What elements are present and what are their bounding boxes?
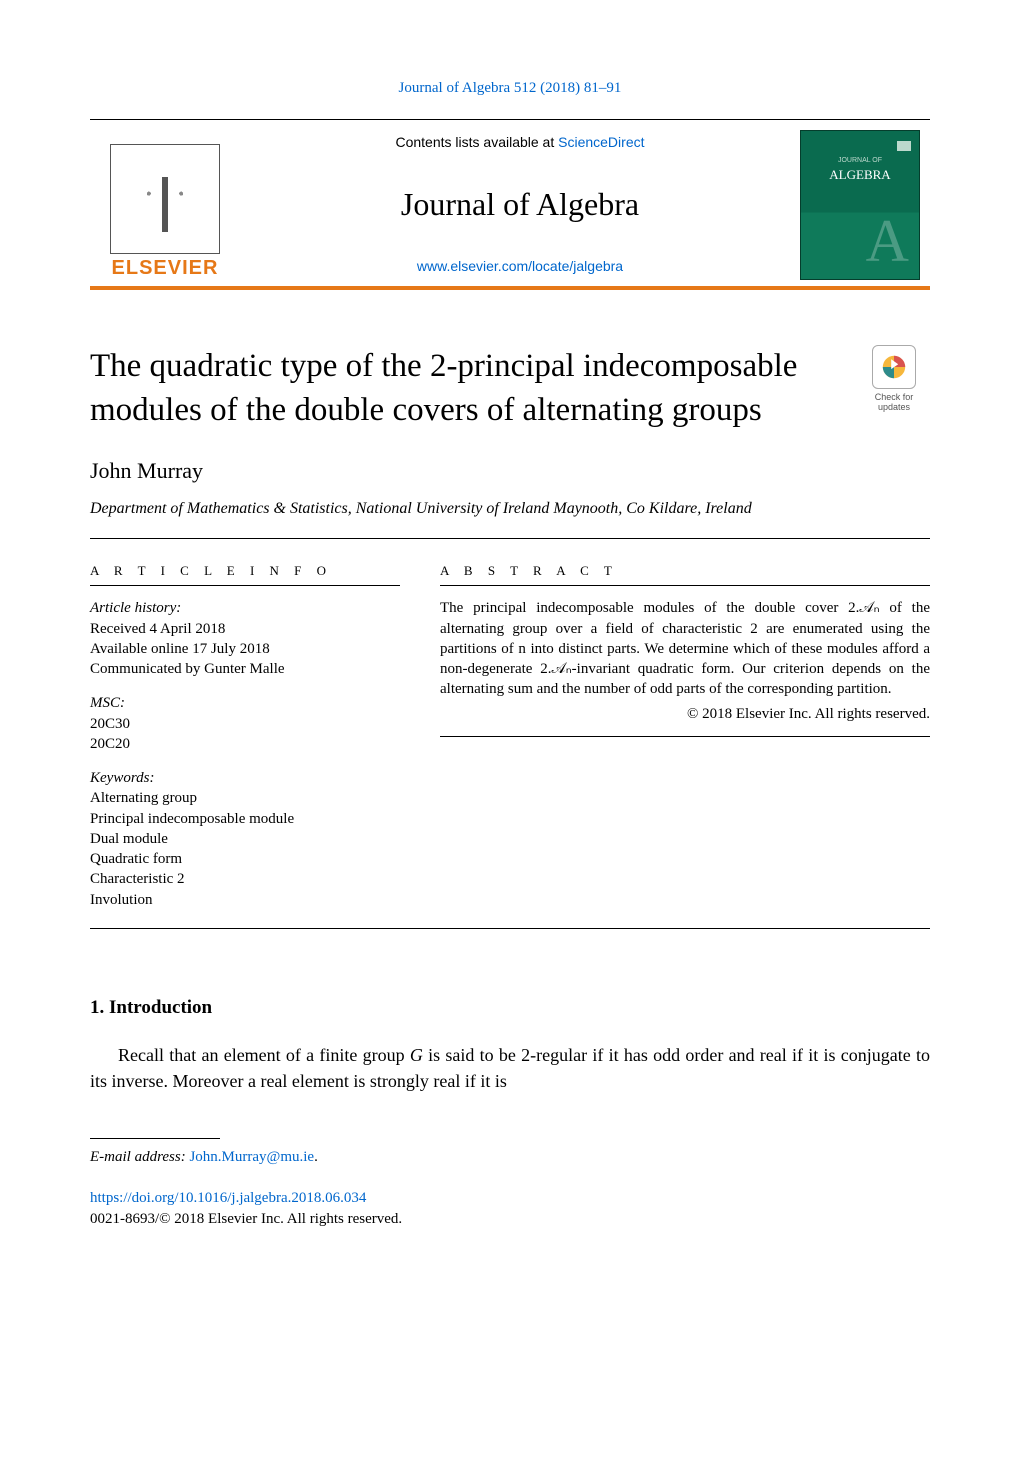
running-head-link[interactable]: Journal of Algebra 512 (2018) 81–91 — [399, 80, 622, 96]
author-affiliation: Department of Mathematics & Statistics, … — [90, 498, 930, 520]
keyword: Alternating group — [90, 788, 400, 808]
email-link[interactable]: John.Murray@mu.ie — [189, 1149, 314, 1165]
abstract-text: The principal indecomposable modules of … — [440, 598, 930, 699]
article-title: The quadratic type of the 2-principal in… — [90, 345, 858, 432]
locate-link[interactable]: www.elsevier.com/locate/jalgebra — [417, 258, 623, 274]
msc-code: 20C30 — [90, 714, 400, 734]
body-paragraph: Recall that an element of a finite group… — [90, 1043, 930, 1094]
doi-link[interactable]: https://doi.org/10.1016/j.jalgebra.2018.… — [90, 1190, 366, 1206]
msc-code: 20C20 — [90, 734, 400, 754]
contents-line: Contents lists available at ScienceDirec… — [250, 134, 790, 150]
email-footnote: E-mail address: John.Murray@mu.ie. — [90, 1149, 930, 1166]
keywords-label: Keywords: — [90, 768, 400, 788]
cover-letter-icon: A — [866, 211, 909, 271]
keyword: Principal indecomposable module — [90, 809, 400, 829]
article-info-column: A R T I C L E I N F O Article history: R… — [90, 563, 400, 910]
masthead: ELSEVIER Contents lists available at Sci… — [90, 120, 930, 286]
check-updates-badge[interactable]: Check for updates — [858, 345, 930, 432]
history-received: Received 4 April 2018 — [90, 619, 400, 639]
article-info-heading: A R T I C L E I N F O — [90, 563, 400, 579]
running-head: Journal of Algebra 512 (2018) 81–91 — [90, 80, 930, 97]
cover-subtitle: JOURNAL OF — [801, 157, 919, 164]
msc-label: MSC: — [90, 693, 400, 713]
author-name: John Murray — [90, 458, 930, 484]
keyword: Quadratic form — [90, 849, 400, 869]
section-heading: 1. Introduction — [90, 997, 930, 1019]
rule-accent — [90, 286, 930, 290]
keyword: Dual module — [90, 829, 400, 849]
keyword: Characteristic 2 — [90, 869, 400, 889]
journal-cover: JOURNAL OF ALGEBRA A — [800, 120, 930, 286]
abstract-heading: A B S T R A C T — [440, 563, 930, 579]
elsevier-tree-icon — [110, 144, 220, 254]
cover-title: ALGEBRA — [801, 167, 919, 183]
issn-copyright: 0021-8693/© 2018 Elsevier Inc. All right… — [90, 1211, 402, 1227]
keyword: Involution — [90, 890, 400, 910]
contents-prefix: Contents lists available at — [395, 134, 558, 150]
crossmark-icon — [872, 345, 916, 389]
masthead-center: Contents lists available at ScienceDirec… — [240, 120, 800, 286]
rule-below-meta — [90, 928, 930, 929]
history-available: Available online 17 July 2018 — [90, 639, 400, 659]
publisher-logo-block: ELSEVIER — [90, 120, 240, 286]
check-updates-line2: updates — [878, 402, 910, 412]
sciencedirect-link[interactable]: ScienceDirect — [558, 134, 644, 150]
publisher-name: ELSEVIER — [112, 257, 219, 280]
abstract-column: A B S T R A C T The principal indecompos… — [440, 563, 930, 910]
journal-name: Journal of Algebra — [250, 186, 790, 223]
rule-below-affiliation — [90, 538, 930, 539]
footnote-rule — [90, 1138, 220, 1139]
abstract-copyright: © 2018 Elsevier Inc. All rights reserved… — [440, 704, 930, 724]
check-updates-line1: Check for — [875, 392, 914, 402]
history-label: Article history: — [90, 598, 400, 618]
history-communicated: Communicated by Gunter Malle — [90, 659, 400, 679]
journal-cover-image: JOURNAL OF ALGEBRA A — [800, 130, 920, 280]
email-label: E-mail address: — [90, 1149, 189, 1165]
